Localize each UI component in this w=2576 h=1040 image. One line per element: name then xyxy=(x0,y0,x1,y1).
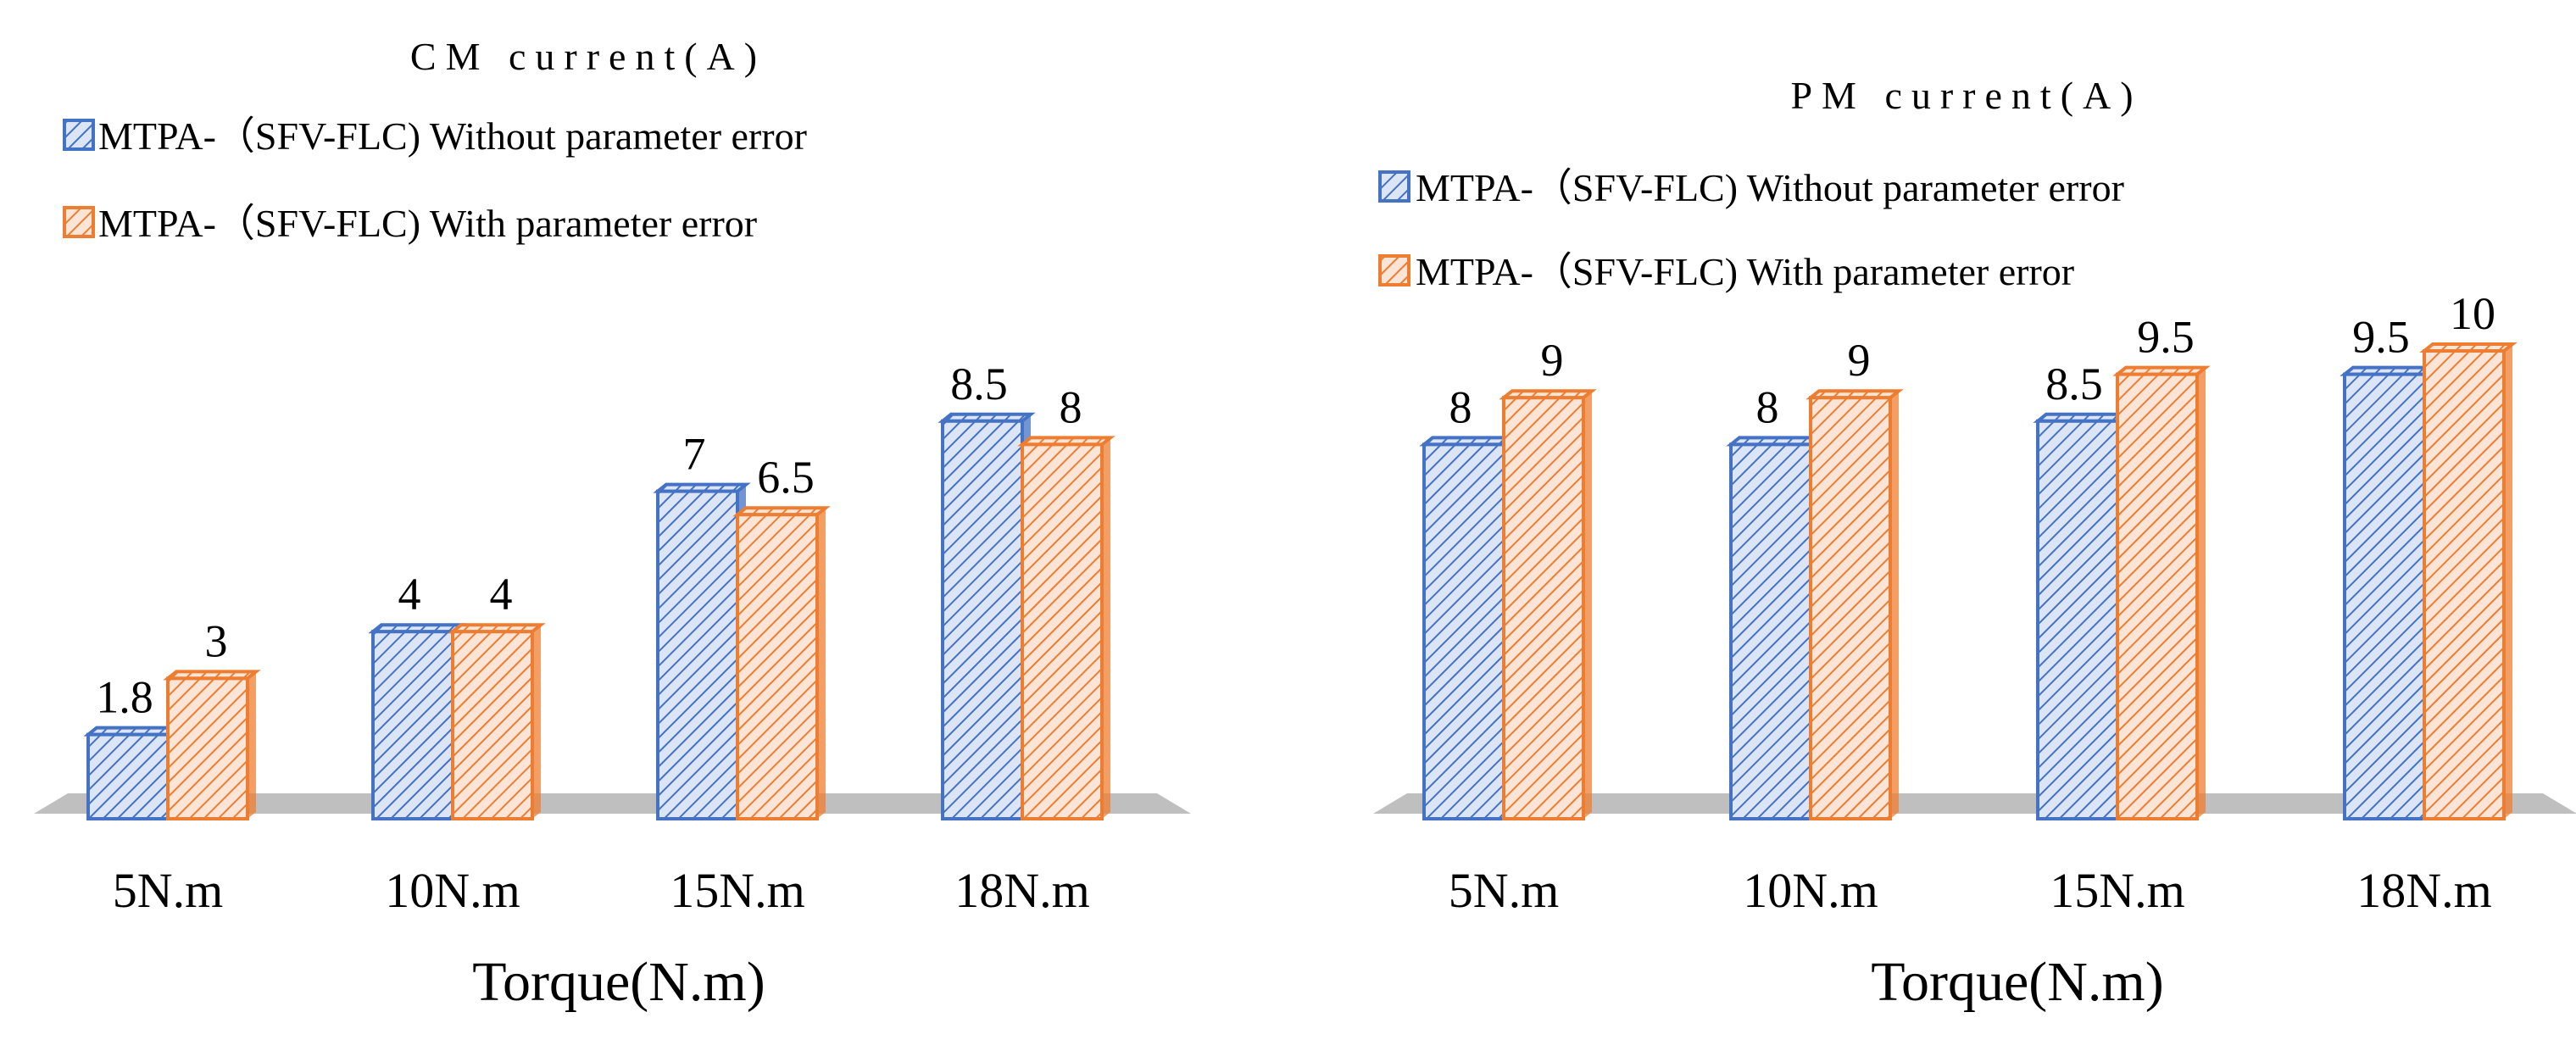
pm-data-label-s1-0: 9 xyxy=(1541,335,1564,386)
cm-data-label-s1-1: 4 xyxy=(490,569,513,620)
cm-bar-s0-2 xyxy=(656,489,739,820)
cm-data-label-s0-2: 7 xyxy=(683,429,706,480)
cm-bar-s1-2 xyxy=(736,513,819,820)
cm-bar-s0-0 xyxy=(86,732,170,821)
pm-bar-side-s1-1 xyxy=(1890,391,1899,819)
pm-tick-label-0: 5N.m xyxy=(1449,863,1560,918)
pm-bar-s0-3 xyxy=(2343,372,2426,821)
pm-bar-s1-3 xyxy=(2423,349,2506,820)
cm-tick-label-3: 18N.m xyxy=(954,863,1090,918)
pm-data-label-s0-1: 8 xyxy=(1756,381,1779,432)
x-axis-title-cm: Torque(N.m) xyxy=(472,951,765,1013)
pm-floor xyxy=(1373,793,2576,814)
cm-data-label-s0-1: 4 xyxy=(398,569,421,620)
pm-bar-s1-0 xyxy=(1502,396,1585,820)
pm-tick-label-2: 15N.m xyxy=(2050,863,2185,918)
legend-label-cm-without: MTPA-（SFV-FLC) Without parameter error xyxy=(98,114,807,158)
pm-bar-s0-0 xyxy=(1422,442,1505,821)
cm-bar-side-s1-0 xyxy=(248,671,256,819)
legend-swatch-cm-with xyxy=(63,206,95,238)
chart-title-pm: PM current(A) xyxy=(1790,74,2142,117)
pm-bar-s0-1 xyxy=(1729,442,1812,821)
pm-tick-label-3: 18N.m xyxy=(2356,863,2492,918)
pm-bar-side-s1-0 xyxy=(1583,391,1592,819)
legend-swatch-cm-without xyxy=(63,119,95,151)
chart-title-cm: CM current(A) xyxy=(410,35,766,78)
cm-bar-s1-1 xyxy=(451,630,534,821)
cm-bar-s0-1 xyxy=(371,630,454,821)
cm-bar-s1-0 xyxy=(166,676,249,821)
cm-data-label-s0-0: 1.8 xyxy=(96,672,153,723)
pm-data-label-s1-2: 9.5 xyxy=(2137,312,2195,363)
legend-label-pm-without: MTPA-（SFV-FLC) Without parameter error xyxy=(1416,166,2124,209)
cm-bar-s0-3 xyxy=(941,419,1024,820)
pm-data-label-s1-3: 10 xyxy=(2450,288,2495,339)
pm-bar-s1-2 xyxy=(2116,372,2199,821)
cm-bar-side-s1-2 xyxy=(817,508,826,819)
pm-data-label-s0-0: 8 xyxy=(1449,381,1472,432)
cm-data-label-s0-3: 8.5 xyxy=(950,359,1008,409)
legend-swatch-pm-without xyxy=(1378,170,1410,203)
cm-tick-label-1: 10N.m xyxy=(385,863,520,918)
pm-bar-side-s1-3 xyxy=(2504,344,2512,819)
legend-label-cm-with: MTPA-（SFV-FLC) With parameter error xyxy=(98,202,757,245)
cm-bar-s1-3 xyxy=(1021,442,1104,821)
pm-bar-side-s1-2 xyxy=(2197,367,2206,820)
cm-data-label-s1-0: 3 xyxy=(205,615,228,666)
cm-tick-label-2: 15N.m xyxy=(670,863,805,918)
pm-bar-s0-2 xyxy=(2036,419,2119,820)
cm-floor xyxy=(34,793,1191,814)
pm-data-label-s0-2: 8.5 xyxy=(2045,359,2103,409)
x-axis-title-pm: Torque(N.m) xyxy=(1871,951,2163,1013)
cm-tick-label-0: 5N.m xyxy=(113,863,224,918)
cm-bar-side-s1-1 xyxy=(532,625,541,819)
cm-bar-side-s1-3 xyxy=(1102,437,1110,819)
pm-bar-s1-1 xyxy=(1809,396,1892,820)
legend-label-pm-with: MTPA-（SFV-FLC) With parameter error xyxy=(1416,250,2074,293)
cm-data-label-s1-3: 8 xyxy=(1060,381,1082,432)
cm-data-label-s1-2: 6.5 xyxy=(757,452,815,503)
pm-data-label-s0-3: 9.5 xyxy=(2352,312,2410,363)
chart-marks-group: 1.8 3 5N.m 4 4 10N.m 7 6.5 15N.m 8.5 8 18N.m 8 9 5N.m 8… xyxy=(34,288,2576,918)
legend-swatch-pm-with xyxy=(1378,254,1410,286)
pm-tick-label-1: 10N.m xyxy=(1743,863,1878,918)
pm-data-label-s1-1: 9 xyxy=(1848,335,1871,386)
